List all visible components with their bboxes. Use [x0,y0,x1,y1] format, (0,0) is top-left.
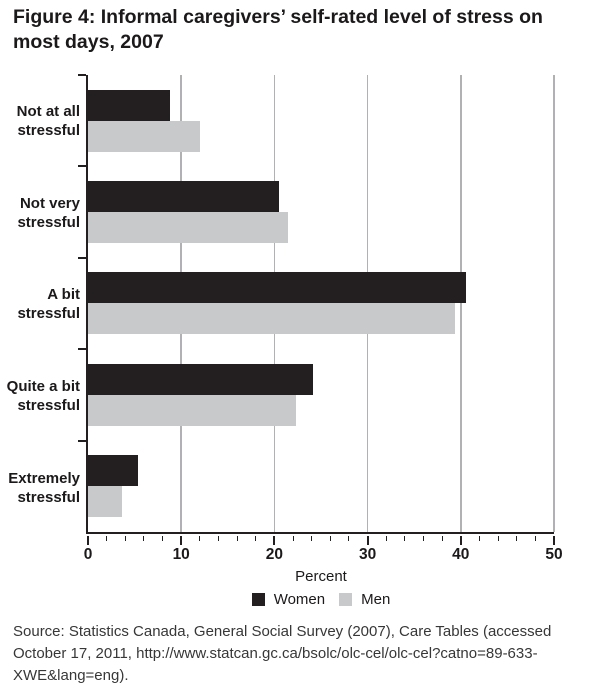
category-label: Not very stressful [17,194,80,231]
x-minor-tick-48 [534,536,536,541]
x-tick-label-20: 20 [265,546,284,563]
category-label: Not at all stressful [16,102,80,139]
y-axis-tick [78,74,86,76]
x-minor-tick-18 [255,536,257,541]
x-minor-tick-46 [516,536,518,541]
x-major-tick-30 [366,536,369,545]
x-minor-tick-12 [199,536,201,541]
x-minor-tick-28 [348,536,350,541]
legend-swatch-men [339,593,353,606]
legend-label-women: Women [273,591,326,608]
x-tick-label-30: 30 [358,546,377,563]
x-minor-tick-36 [423,536,425,541]
bar-men-4 [88,394,296,426]
bar-men-2 [88,212,289,244]
x-minor-tick-16 [236,536,238,541]
x-major-tick-50 [553,536,555,545]
x-minor-tick-26 [329,536,331,541]
bar-men-1 [88,120,200,152]
x-major-tick-0 [87,536,89,545]
y-axis-tick [78,256,86,259]
x-minor-tick-24 [311,536,313,541]
x-minor-tick-34 [404,536,406,541]
category-label-column: Not at all stressful Not very stressful A bi… [0,75,80,534]
x-axis [87,536,555,548]
x-minor-tick-42 [478,536,480,541]
x-tick-label-50: 50 [545,546,563,563]
gridline-40 [460,75,462,532]
bar-men-3 [88,303,456,335]
legend-item-women: Women [251,591,326,608]
x-tick-label-0: 0 [83,546,93,563]
source-note: Source: Statistics Canada, General Socia… [13,623,552,684]
bar-group-4 [88,349,554,440]
x-minor-tick-6 [143,536,145,541]
bar-women-3 [88,272,467,304]
legend: Women Men [88,591,554,608]
y-axis-tick [78,348,86,351]
bar-group-3 [88,258,554,349]
x-major-tick-20 [273,536,276,545]
x-minor-tick-2 [106,536,108,541]
bar-women-5 [88,455,139,487]
category-label: Quite a bit stressful [6,378,80,415]
x-tick-label-10: 10 [172,546,190,563]
y-axis-tick [78,439,86,442]
x-minor-tick-14 [217,536,219,541]
plot-area [78,74,555,534]
category-label: A bit stressful [17,286,80,323]
bar-women-2 [88,181,280,213]
x-minor-tick-38 [441,536,443,541]
legend-label-men: Men [361,591,391,608]
x-minor-tick-4 [124,536,126,541]
x-tick-label-40: 40 [452,546,470,563]
x-tick-labels: 0 10 20 30 40 50 [84,546,563,564]
y-axis-tick [78,165,86,168]
x-minor-tick-8 [162,536,164,541]
x-minor-tick-22 [292,536,294,541]
bar-women-4 [88,363,313,395]
x-minor-tick-32 [385,536,387,541]
category-label: Extremely stressful [8,470,80,507]
bar-group-5 [88,441,554,532]
figure-title: Figure 4: Informal caregivers’ self-rate… [13,6,543,53]
x-major-tick-10 [180,536,183,545]
legend-item-men: Men [339,591,390,608]
gridline-50 [553,75,555,532]
bar-group-2 [88,166,554,257]
bar-women-1 [88,89,171,121]
legend-swatch-women [251,593,265,606]
x-minor-tick-44 [497,536,499,541]
bar-group-1 [88,75,554,166]
x-major-tick-40 [459,536,462,545]
bar-men-5 [88,486,122,518]
x-axis-title: Percent [295,568,347,585]
